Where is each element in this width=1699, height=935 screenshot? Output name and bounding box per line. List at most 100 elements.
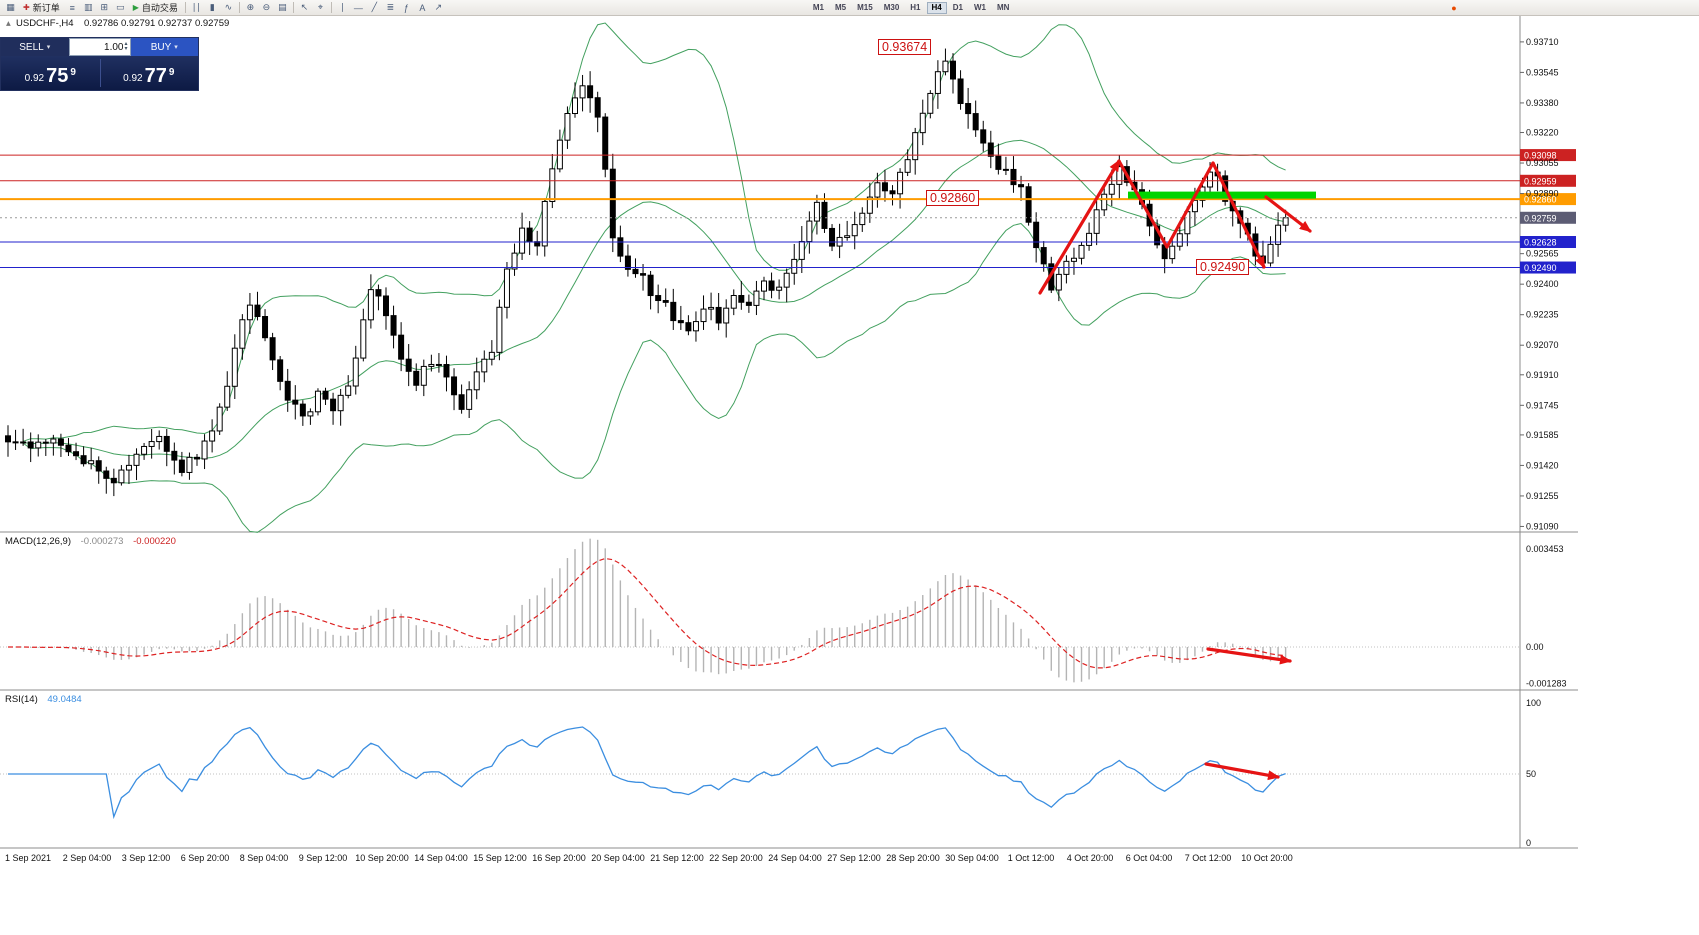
- macd-panel[interactable]: [0, 538, 1520, 683]
- candle: [435, 353, 442, 373]
- tile-windows-icon[interactable]: ▤: [278, 2, 287, 12]
- sell-price[interactable]: 0.92 75 9: [1, 56, 100, 90]
- candle: [609, 153, 616, 253]
- lot-increase-button[interactable]: ▴: [124, 41, 128, 47]
- trend-arrow[interactable]: [1204, 762, 1280, 781]
- timeframe-button-h4[interactable]: H4: [926, 1, 947, 14]
- zoom-in-icon[interactable]: ⊕: [246, 2, 255, 12]
- fibonacci-icon[interactable]: ƒ: [403, 2, 409, 13]
- one-click-trading-panel: SELL ▾ ▴ ▾ BUY ▾ 0.92 75 9 0.92 77 9: [1, 38, 198, 90]
- sell-button[interactable]: SELL ▾: [1, 38, 69, 56]
- market-watch-icon[interactable]: ≡: [69, 2, 75, 13]
- candle: [42, 439, 49, 456]
- buy-button[interactable]: BUY ▾: [130, 38, 198, 56]
- lot-decrease-button[interactable]: ▾: [124, 46, 128, 52]
- candle: [383, 287, 389, 330]
- bar-chart-icon[interactable]: ∣∣: [191, 2, 201, 12]
- crosshair-icon[interactable]: ⌖: [317, 2, 323, 12]
- candle: [708, 292, 715, 321]
- candle: [1063, 255, 1070, 284]
- arrows-icon[interactable]: ↗: [434, 2, 443, 12]
- price-axis[interactable]: 0.93710 0.93545 0.93380 0.93220 0.93055 0.928…: [1520, 37, 1567, 848]
- candle: [987, 130, 994, 169]
- candle: [753, 280, 760, 316]
- macd-label: MACD(12,26,9) -0.000273 -0.000220: [5, 536, 176, 547]
- auto-trading-button[interactable]: ▶ 自动交易: [129, 1, 182, 14]
- candle: [965, 87, 972, 129]
- candle: [1033, 212, 1040, 263]
- candle: [451, 368, 458, 411]
- lot-size-input[interactable]: [81, 41, 124, 53]
- price-annotation[interactable]: 0.93674: [878, 39, 932, 55]
- horizontal-line-icon[interactable]: ―: [353, 2, 363, 13]
- timeframe-button-mn[interactable]: MN: [996, 3, 1010, 12]
- lot-size-field[interactable]: ▴ ▾: [68, 38, 131, 56]
- candle: [156, 430, 163, 450]
- data-window-icon[interactable]: ▥: [83, 2, 93, 12]
- support-zone[interactable]: [1128, 191, 1316, 199]
- terminal-icon[interactable]: ▭: [115, 2, 125, 12]
- record-status-icon[interactable]: ●: [1451, 2, 1457, 13]
- candle: [496, 299, 503, 361]
- time-axis-label: 10 Oct 20:00: [1241, 853, 1293, 863]
- candle: [262, 309, 269, 342]
- trend-arrow[interactable]: [1165, 161, 1215, 249]
- text-icon[interactable]: A: [419, 2, 426, 13]
- candle: [5, 425, 11, 457]
- price-tick-label: 0.93055: [1526, 158, 1559, 168]
- trend-arrow[interactable]: [1117, 159, 1169, 249]
- candle: [829, 224, 836, 252]
- candle: [692, 311, 699, 342]
- timeframe-button-h1[interactable]: H1: [910, 3, 921, 12]
- candle: [375, 284, 382, 311]
- candle: [163, 429, 170, 467]
- channel-icon[interactable]: ≣: [386, 2, 395, 12]
- timeframe-button-m5[interactable]: M5: [835, 3, 847, 12]
- timeframe-button-m1[interactable]: M1: [812, 3, 825, 12]
- candlesticks: [5, 48, 1289, 497]
- time-axis-label: 1 Sep 2021: [5, 853, 51, 863]
- candle: [110, 468, 117, 497]
- candle: [141, 442, 148, 460]
- time-axis[interactable]: 1 Sep 2021 2 Sep 04:00 3 Sep 12:00 6 Sep 20…: [5, 853, 1293, 863]
- candle: [1002, 156, 1009, 176]
- rsi-panel[interactable]: [0, 726, 1520, 820]
- new-chart-icon[interactable]: ▦: [6, 2, 15, 12]
- line-chart-icon[interactable]: ∿: [224, 2, 233, 12]
- trend-arrow[interactable]: [1264, 195, 1312, 233]
- trend-arrows[interactable]: [1038, 159, 1312, 781]
- level-lines[interactable]: 0.93098 0.92959 0.92860 0.92628 0.92490 0.927…: [0, 149, 1576, 274]
- cursor-icon[interactable]: ↖: [300, 2, 309, 12]
- candle: [889, 185, 896, 206]
- buy-price[interactable]: 0.92 77 9: [100, 56, 199, 90]
- price-annotation[interactable]: 0.92490: [1196, 259, 1250, 275]
- vertical-line-icon[interactable]: ∣: [340, 2, 345, 12]
- time-axis-label: 1 Oct 12:00: [1008, 853, 1055, 863]
- candle: [473, 357, 480, 400]
- trendline-icon[interactable]: ╱: [371, 2, 378, 12]
- trend-arrow[interactable]: [1038, 159, 1121, 295]
- trend-arrow[interactable]: [1206, 647, 1292, 665]
- price-tick-label: 0.92890: [1526, 189, 1559, 199]
- price-tick-label: 0.92400: [1526, 279, 1559, 289]
- candle: [632, 258, 639, 278]
- bollinger-bands: [22, 22, 1286, 533]
- timeframe-button-d1[interactable]: D1: [952, 3, 963, 12]
- price-annotation[interactable]: 0.92860: [926, 190, 980, 206]
- new-order-button-label: 新订单: [32, 3, 60, 13]
- zoom-out-icon[interactable]: ⊖: [262, 2, 271, 12]
- timeframe-button-m15[interactable]: M15: [857, 3, 873, 12]
- candle: [201, 434, 208, 470]
- time-axis-label: 3 Sep 12:00: [122, 853, 171, 863]
- time-axis-label: 16 Sep 20:00: [532, 853, 586, 863]
- price-tick-label: 0.92235: [1526, 310, 1559, 320]
- candle: [367, 274, 374, 329]
- timeframe-button-m30[interactable]: M30: [883, 3, 900, 12]
- timeframe-button-w1[interactable]: W1: [973, 3, 986, 12]
- navigator-icon[interactable]: ⊞: [100, 2, 108, 12]
- new-order-button[interactable]: ✚ 新订单: [19, 1, 64, 14]
- candlestick-chart-icon[interactable]: ▮: [209, 2, 215, 12]
- candle: [65, 438, 72, 456]
- trend-arrow[interactable]: [1211, 161, 1266, 269]
